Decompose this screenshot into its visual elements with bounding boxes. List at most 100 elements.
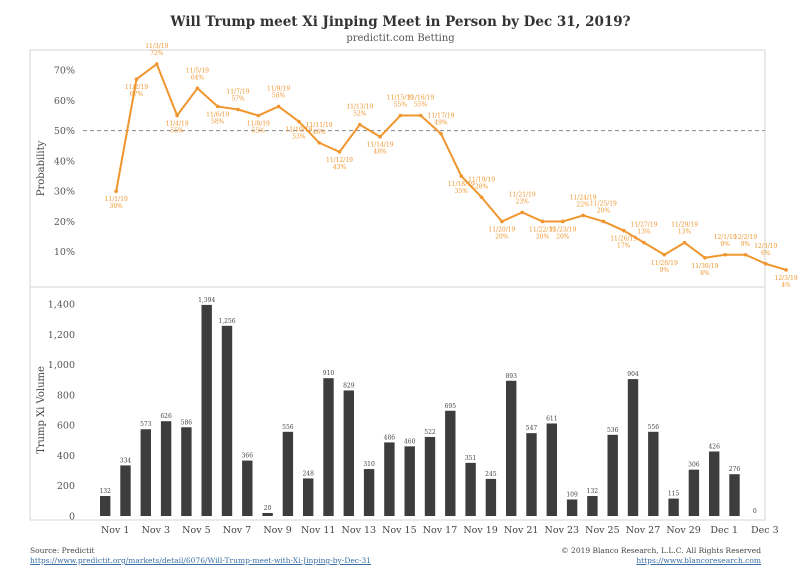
- probability-point: [155, 62, 159, 66]
- volume-bar: [221, 325, 233, 516]
- probability-point-date-label: 11/1/19: [105, 196, 128, 203]
- probability-point-value-label: 52%: [353, 111, 367, 118]
- volume-bar-data-label: 486: [384, 434, 396, 441]
- volume-bar: [363, 469, 375, 516]
- probability-y-tick-label: 40%: [54, 156, 75, 167]
- probability-point-date-label: 11/11/19: [306, 122, 333, 129]
- probability-point: [682, 240, 687, 245]
- x-tick-label: Nov 29: [666, 525, 701, 536]
- probability-point: [459, 174, 464, 178]
- probability-point-value-label: 17%: [617, 243, 631, 250]
- probability-point-date-label: 11/28/19: [651, 260, 678, 267]
- probability-point: [439, 131, 443, 136]
- volume-bar-data-label: 276: [729, 466, 741, 473]
- probability-point-value-label: 43%: [333, 164, 347, 171]
- volume-bar-data-label: 132: [587, 488, 599, 495]
- probability-point-value-label: 20%: [536, 233, 550, 240]
- probability-point: [195, 86, 200, 91]
- volume-bar: [587, 496, 598, 516]
- volume-bar-data-label: 910: [323, 370, 335, 377]
- volume-bar-data-label: 109: [566, 491, 578, 498]
- volume-bar-data-label: 556: [648, 424, 660, 431]
- probability-point-date-label: 11/15/19: [387, 95, 414, 102]
- probability-point-value-label: 23%: [516, 198, 530, 205]
- volume-bar: [262, 512, 273, 516]
- x-tick-label: Nov 27: [626, 525, 661, 536]
- probability-point-date-label: 11/20/19: [488, 226, 515, 233]
- volume-bar: [120, 465, 131, 516]
- volume-bar-data-label: 536: [607, 427, 619, 434]
- volume-bar: [729, 474, 740, 516]
- probability-point-date-label: 12/3/19: [775, 275, 798, 282]
- x-tick-label: Nov 3: [142, 525, 170, 536]
- site-url-link[interactable]: https://www.blancoresearch.com: [636, 556, 761, 565]
- probability-point-date-label: 11/19/19: [468, 176, 495, 183]
- volume-bar-data-label: 115: [668, 491, 680, 498]
- volume-axis-label: Trump Xi Volume: [36, 366, 47, 454]
- probability-point-value-label: 55%: [252, 128, 266, 135]
- volume-bar-data-label: 586: [181, 419, 193, 426]
- probability-point-date-label: 11/7/19: [226, 88, 249, 95]
- volume-y-tick-label: 1,400: [48, 300, 75, 311]
- volume-y-tick-label: 200: [57, 481, 75, 492]
- probability-point-value-label: 8%: [700, 270, 710, 277]
- probability-y-tick-label: 60%: [54, 96, 75, 107]
- volume-bar: [323, 378, 334, 516]
- volume-bar: [424, 436, 436, 516]
- probability-point: [743, 252, 748, 257]
- probability-point: [581, 213, 585, 218]
- volume-bar-data-label: 306: [688, 462, 700, 469]
- volume-bar-data-label: 1,256: [218, 318, 235, 325]
- probability-point-date-label: 11/10/19: [285, 127, 312, 134]
- footer-source-link[interactable]: https://www.predictit.org/markets/detail…: [30, 556, 371, 565]
- probability-point-date-label: 12/1/19: [714, 234, 737, 241]
- volume-bar: [201, 304, 212, 516]
- probability-point-value-label: 4%: [781, 282, 791, 289]
- probability-point: [398, 113, 403, 118]
- volume-y-tick-label: 400: [57, 451, 75, 462]
- probability-point: [723, 252, 727, 257]
- footer-site-link[interactable]: https://www.blancoresearch.com: [636, 556, 761, 565]
- source-url-link[interactable]: https://www.predictit.org/markets/detail…: [30, 556, 372, 565]
- x-tick-label: Nov 9: [263, 525, 291, 536]
- volume-bar-data-label: 426: [708, 443, 720, 450]
- volume-bar-data-label: 626: [160, 413, 172, 420]
- x-tick-label: Nov 19: [463, 525, 498, 536]
- probability-point-value-label: 35%: [455, 188, 469, 195]
- probability-point: [114, 189, 118, 193]
- probability-point-date-label: 11/3/19: [145, 43, 168, 50]
- probability-point: [784, 268, 788, 272]
- probability-point: [642, 240, 646, 245]
- probability-point: [764, 262, 768, 266]
- volume-bar: [668, 498, 679, 516]
- x-tick-label: Nov 7: [223, 525, 251, 536]
- probability-point: [134, 77, 139, 82]
- probability-point-value-label: 72%: [150, 50, 164, 57]
- plot-frame: [29, 49, 766, 521]
- probability-point-value-label: 9%: [720, 241, 730, 248]
- probability-series-line: [115, 63, 787, 271]
- x-tick-label: Nov 5: [182, 525, 210, 536]
- probability-point-value-label: 64%: [191, 74, 205, 81]
- probability-point-value-label: 9%: [741, 241, 751, 248]
- probability-point-value-label: 6%: [761, 250, 771, 257]
- probability-point: [479, 195, 484, 200]
- probability-point: [256, 113, 261, 118]
- volume-bar: [384, 442, 395, 516]
- probability-point: [378, 134, 382, 139]
- probability-point: [561, 219, 565, 224]
- chart-subtitle: predictit.com Betting: [346, 33, 455, 44]
- probability-point: [703, 255, 707, 260]
- volume-bar-data-label: 522: [424, 429, 436, 436]
- volume-bar: [465, 462, 476, 516]
- volume-bar-data-label: 695: [445, 403, 457, 410]
- volume-bar-data-label: 904: [627, 371, 639, 378]
- x-tick-label: Nov 21: [504, 525, 539, 536]
- probability-point-date-label: 11/21/19: [509, 191, 536, 198]
- volume-bar: [181, 427, 192, 516]
- probability-point-value-label: 13%: [678, 229, 692, 236]
- x-tick-label: Dec 3: [751, 525, 779, 536]
- x-tick-label: Nov 15: [382, 525, 417, 536]
